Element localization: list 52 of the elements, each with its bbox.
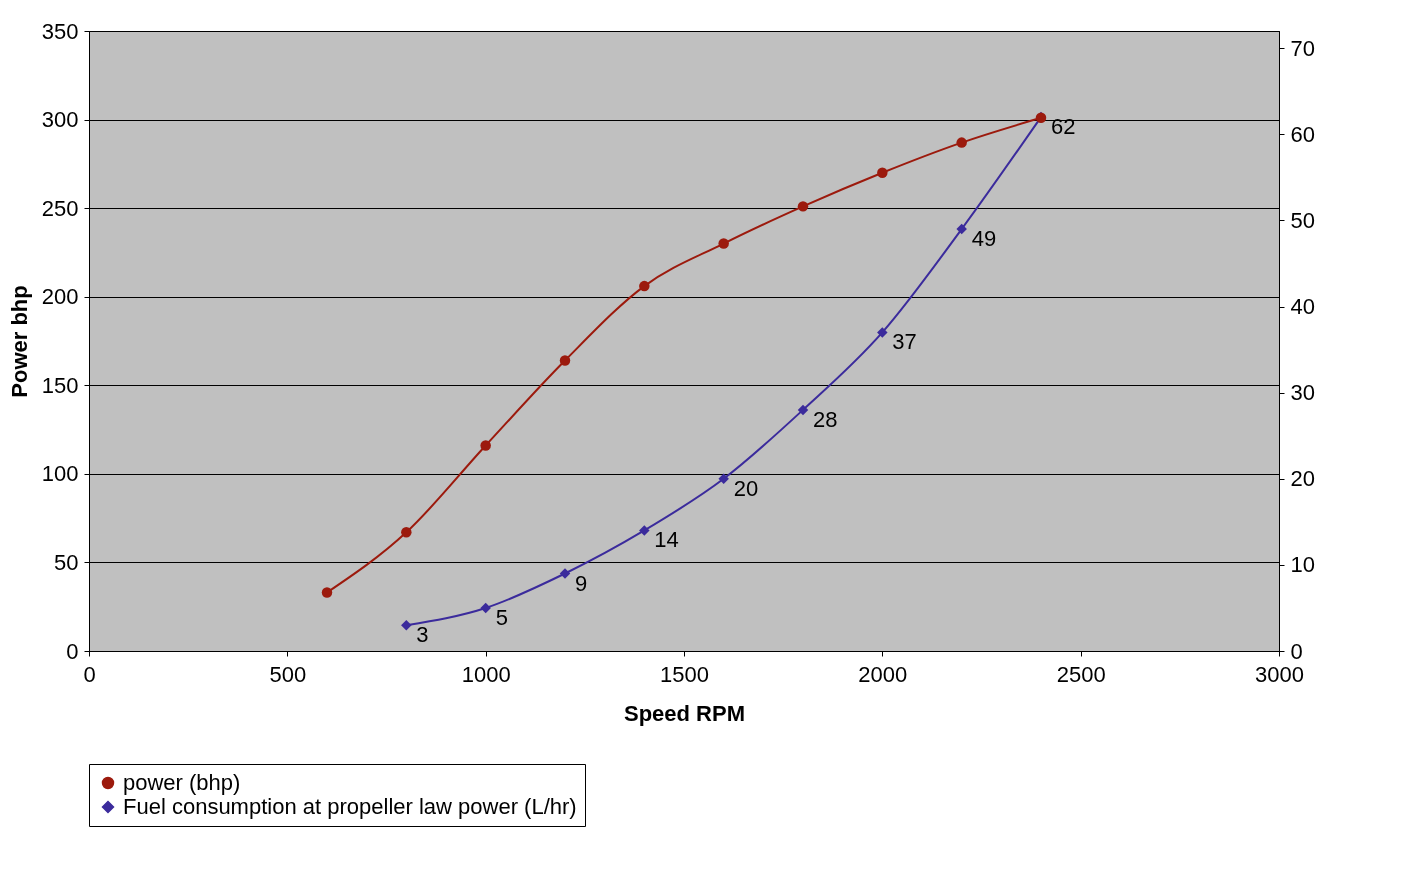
point	[480, 602, 491, 614]
y2-tick-label: 30	[1290, 380, 1315, 406]
y-tick-label: 100	[41, 461, 79, 487]
point	[718, 238, 729, 249]
y-axis-title: Power bhp	[6, 285, 32, 398]
point	[559, 568, 571, 579]
y2-tick-label: 60	[1290, 121, 1315, 147]
data-label: 37	[892, 329, 917, 355]
point	[559, 355, 571, 366]
legend-label: Fuel consumption at propeller law power (L/hr)	[123, 794, 577, 819]
data-label: 49	[971, 226, 997, 252]
legend-label: power (bhp)	[123, 770, 241, 795]
x-tick-label: 500	[269, 661, 307, 687]
point	[956, 223, 967, 235]
x-tick-label: 2500	[1056, 661, 1106, 687]
data-label: 14	[654, 527, 679, 553]
y-tick-label: 0	[66, 638, 79, 664]
y2-tick-label: 50	[1290, 207, 1315, 233]
point	[401, 619, 412, 631]
y-tick-label: 250	[41, 195, 79, 221]
point	[639, 525, 650, 536]
y2-tick-label: 10	[1290, 552, 1315, 578]
x-tick-label: 2000	[858, 661, 908, 687]
point	[639, 280, 650, 292]
point	[956, 137, 967, 148]
x-tick-label: 3000	[1255, 661, 1304, 687]
x-tick-label: 0	[83, 661, 96, 687]
data-label: 5	[495, 604, 508, 630]
y-tick-label: 300	[41, 107, 79, 133]
y2-tick-label: 0	[1290, 638, 1303, 664]
point	[480, 440, 491, 451]
y-tick-label: 50	[54, 549, 79, 575]
data-label: 20	[733, 475, 759, 501]
y-tick-label: 350	[41, 18, 79, 44]
data-label: 3	[416, 622, 429, 648]
data-label: 9	[575, 570, 588, 596]
y-tick-label: 150	[41, 372, 79, 398]
x-tick-label: 1500	[660, 661, 709, 687]
point	[797, 404, 809, 416]
y2-tick-label: 40	[1290, 294, 1315, 320]
data-label: 28	[813, 406, 838, 432]
point	[877, 327, 888, 338]
x-tick-label: 1000	[461, 661, 511, 687]
point	[718, 473, 729, 485]
y-tick-label: 200	[41, 284, 79, 310]
y2-tick-label: 20	[1290, 466, 1315, 492]
point	[401, 527, 412, 538]
x-axis-title: Speed RPM	[623, 700, 746, 726]
point	[877, 167, 888, 178]
y2-tick-label: 70	[1290, 35, 1315, 61]
point	[797, 201, 809, 212]
point	[321, 587, 333, 598]
